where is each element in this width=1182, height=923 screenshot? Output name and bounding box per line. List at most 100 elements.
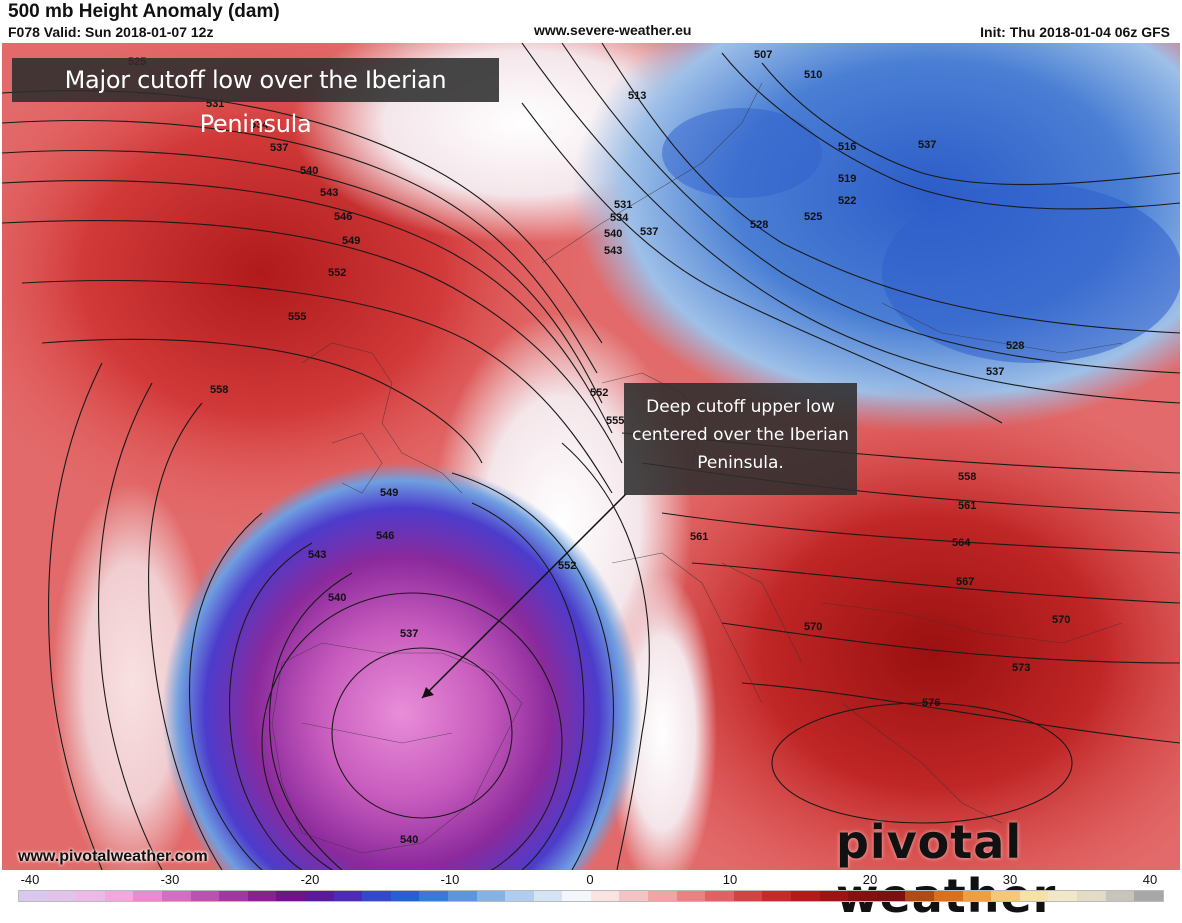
footer-url[interactable]: www.pivotalweather.com (18, 848, 208, 865)
contour-label: 549 (380, 487, 398, 499)
contour-label: 552 (328, 267, 346, 279)
colorbar-segment (848, 891, 877, 901)
contour-label: 576 (922, 697, 940, 709)
valid-time: F078 Valid: Sun 2018-01-07 12z (8, 24, 214, 40)
colorbar-segment (562, 891, 591, 901)
contour-label: 564 (952, 537, 971, 549)
colorbar-segment (1134, 891, 1163, 901)
colorbar-tick-label: 30 (1002, 872, 1018, 887)
contour-label: 537 (986, 366, 1004, 378)
contour-label: 507 (754, 49, 772, 61)
contour-label: 570 (1052, 614, 1070, 626)
contour-label: 528 (1006, 340, 1024, 352)
cutoff-low-callout: Deep cutoff upper low centered over the … (624, 383, 857, 495)
colorbar-segment (1048, 891, 1077, 901)
colorbar-segment (476, 891, 506, 901)
contour-label: 540 (400, 834, 418, 846)
contour-label: 555 (606, 415, 624, 427)
colorbar-tick-label: 10 (722, 872, 738, 887)
colorbar-segment (247, 891, 277, 901)
colorbar-segment (1076, 891, 1106, 901)
pointer-arrow (421, 493, 627, 699)
contour-label: 534 (250, 119, 269, 131)
contour-label: 537 (918, 139, 936, 151)
colorbar-segment (419, 891, 448, 901)
colorbar-segment (362, 891, 391, 901)
colorbar-segment (304, 891, 334, 901)
colorbar-segment (104, 891, 134, 901)
colorbar-tick-label: -20 (300, 872, 320, 887)
colorbar-segment (876, 891, 906, 901)
colorbar-segment (390, 891, 420, 901)
contour-label: 570 (804, 621, 822, 633)
contour-label: 513 (628, 90, 646, 102)
brand-logo: pivotal weather (836, 815, 1057, 923)
contour-label: 519 (838, 173, 856, 185)
map-title: 500 mb Height Anomaly (dam) (8, 1, 280, 22)
colorbar-segment (590, 891, 620, 901)
colorbar-segment (762, 891, 792, 901)
contour-label: 558 (210, 384, 228, 396)
colorbar-segment (219, 891, 248, 901)
contour-label: 528 (750, 219, 768, 231)
colorbar (18, 890, 1164, 902)
contour-label: 516 (838, 141, 856, 153)
colorbar-segment (991, 891, 1020, 901)
colorbar-tick-label: 20 (862, 872, 878, 887)
contour-label: 543 (604, 245, 622, 257)
contour-label: 552 (590, 387, 608, 399)
colorbar-tick-label: -40 (20, 872, 40, 887)
colorbar-segment (962, 891, 992, 901)
contour-label-group: 525 531 534 537 540 543 546 549 552 555 … (128, 49, 1070, 846)
contour-label: 558 (958, 471, 976, 483)
colorbar-segment (447, 891, 477, 901)
colorbar-segment (276, 891, 305, 901)
colorbar-segment (19, 891, 48, 901)
contour-label: 522 (838, 195, 856, 207)
colorbar-segment (333, 891, 363, 901)
contour-label: 534 (610, 212, 629, 224)
contour-label: 549 (342, 235, 360, 247)
colorbar-segment (133, 891, 162, 901)
colorbar-tick-label: -10 (440, 872, 460, 887)
colorbar-segment (705, 891, 734, 901)
colorbar-segment (1019, 891, 1049, 901)
height-contours (2, 43, 1180, 870)
colorbar-segment (161, 891, 191, 901)
colorbar-segment (676, 891, 706, 901)
contour-label: 573 (1012, 662, 1030, 674)
contour-label: 543 (308, 549, 326, 561)
headline-annotation: Major cutoff low over the Iberian Penins… (12, 58, 499, 138)
contour-label: 540 (604, 228, 622, 240)
contour-label: 567 (956, 576, 974, 588)
contour-label: 561 (958, 500, 976, 512)
colorbar-segment (733, 891, 763, 901)
contour-label: 543 (320, 187, 338, 199)
colorbar-segment (619, 891, 649, 901)
colorbar-segment (648, 891, 677, 901)
colorbar-segment (47, 891, 77, 901)
colorbar-ticks: -40 -30 -20 -10 0 10 20 30 40 (0, 872, 1182, 888)
colorbar-segment (819, 891, 849, 901)
contour-label: 561 (690, 531, 708, 543)
source-site: www.severe-weather.eu (534, 22, 692, 38)
contour-label: 537 (640, 226, 658, 238)
anomaly-map[interactable]: 525 531 534 537 540 543 546 549 552 555 … (2, 43, 1180, 870)
colorbar-segment (76, 891, 105, 901)
contour-label: 537 (270, 142, 288, 154)
contour-label: 546 (376, 530, 394, 542)
contour-label: 531 (614, 199, 632, 211)
colorbar-segment (190, 891, 220, 901)
colorbar-tick-label: -30 (160, 872, 180, 887)
colorbar-tick-label: 40 (1142, 872, 1158, 887)
colorbar-segment (505, 891, 534, 901)
colorbar-segment (533, 891, 563, 901)
contour-label: 552 (558, 560, 576, 572)
colorbar-segment (791, 891, 820, 901)
contour-label: 540 (300, 165, 318, 177)
header-bar: 500 mb Height Anomaly (dam) F078 Valid: … (0, 0, 1182, 43)
contour-label: 537 (400, 628, 418, 640)
colorbar-segment (905, 891, 934, 901)
init-time: Init: Thu 2018-01-04 06z GFS (980, 24, 1170, 40)
contour-label: 555 (288, 311, 306, 323)
